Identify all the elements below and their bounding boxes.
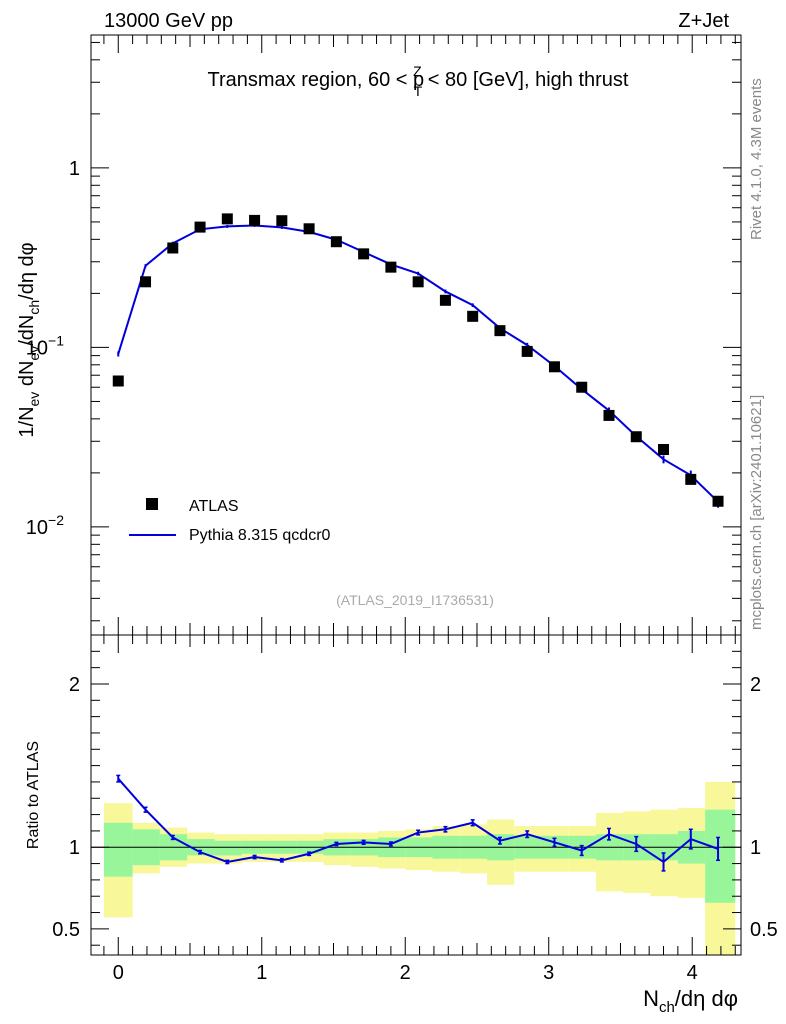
ratio-y-tick-label-right: 2 [750,674,761,696]
atlas-point [658,443,670,455]
ratio-inner-band [705,809,736,903]
ratio-axis-ticks [91,635,741,955]
atlas-point [276,215,288,227]
ratio-panel: 0.5 0.5 1 1 2 2 Ratio to ATLAS 0 1 2 3 4 Nch/dη d… [25,634,778,1016]
main-axis-ticks [91,35,741,635]
plot-title: Transmax region, 60 < pZ T < 80 [GeV], hi… [208,63,629,99]
atlas-point [358,248,370,260]
main-frame [90,34,742,636]
main-series [112,213,724,508]
main-y-axis-label: 1/Nev dNev/dNch/dη dφ [16,242,42,437]
rivet-label: Rivet 4.1.0, 4.3M events [748,78,765,240]
legend: ATLAS Pythia 8.315 qcdcr0 [129,498,331,544]
ratio-uncertainty-bands [103,781,736,955]
main-y-tick-label: 10−2 [26,512,64,539]
ratio-y-tick-label-left: 1 [69,837,80,859]
legend-atlas-label: ATLAS [189,498,239,515]
atlas-point [140,276,152,288]
atlas-point [330,236,342,248]
main-y-tick-label: 10−1 [26,332,64,359]
legend-atlas-marker [146,498,158,510]
ratio-inner-band [103,822,133,877]
x-tick-label: 3 [543,962,554,984]
atlas-point [603,409,615,421]
header-right: Z+Jet [678,10,729,32]
ratio-y-tick-label-right: 1 [750,837,761,859]
x-axis-label: Nch/dη dφ [643,986,738,1016]
atlas-point [249,214,261,226]
x-tick-label: 4 [687,962,698,984]
atlas-point [548,361,560,373]
x-tick-labels: 0 1 2 3 4 [113,962,698,984]
atlas-point [412,276,424,288]
ratio-y-tick-labels: 0.5 0.5 1 1 2 2 [52,674,778,941]
atlas-point [630,431,642,443]
ratio-y-axis-label: Ratio to ATLAS [25,741,42,849]
atlas-point [494,325,506,337]
ratio-y-tick-label-right: 0.5 [750,919,778,941]
atlas-point [112,375,124,387]
atlas-point [194,221,206,233]
ratio-y-tick-label-left: 0.5 [52,919,80,941]
source-label: mcplots.cern.ch [arXiv:2401.10621] [748,395,765,630]
x-tick-label: 0 [113,962,124,984]
atlas-point [385,261,397,273]
main-y-tick-label: 1 [69,158,80,180]
main-panel: 1 10−1 10−2 Transmax region, 60 < pZ T < 80… [16,34,742,636]
analysis-watermark: (ATLAS_2019_I1736531) [336,592,494,608]
header-left: 13000 GeV pp [104,10,233,32]
ratio-frame [90,634,742,956]
atlas-point [712,495,724,507]
atlas-point [221,213,233,225]
atlas-point [303,223,315,235]
main-y-tick-labels: 1 10−1 10−2 [26,158,80,539]
x-tick-label: 1 [256,962,267,984]
ratio-series [116,774,721,872]
atlas-point [439,294,451,306]
atlas-point [521,345,533,357]
pythia-line [117,224,719,503]
atlas-point [167,242,179,254]
atlas-point [685,473,697,485]
x-tick-label: 2 [400,962,411,984]
legend-pythia-label: Pythia 8.315 qcdcr0 [189,527,331,544]
ratio-inner-band [214,840,242,856]
atlas-point [576,381,588,393]
atlas-point [467,310,479,322]
ratio-y-tick-label-left: 2 [69,674,80,696]
